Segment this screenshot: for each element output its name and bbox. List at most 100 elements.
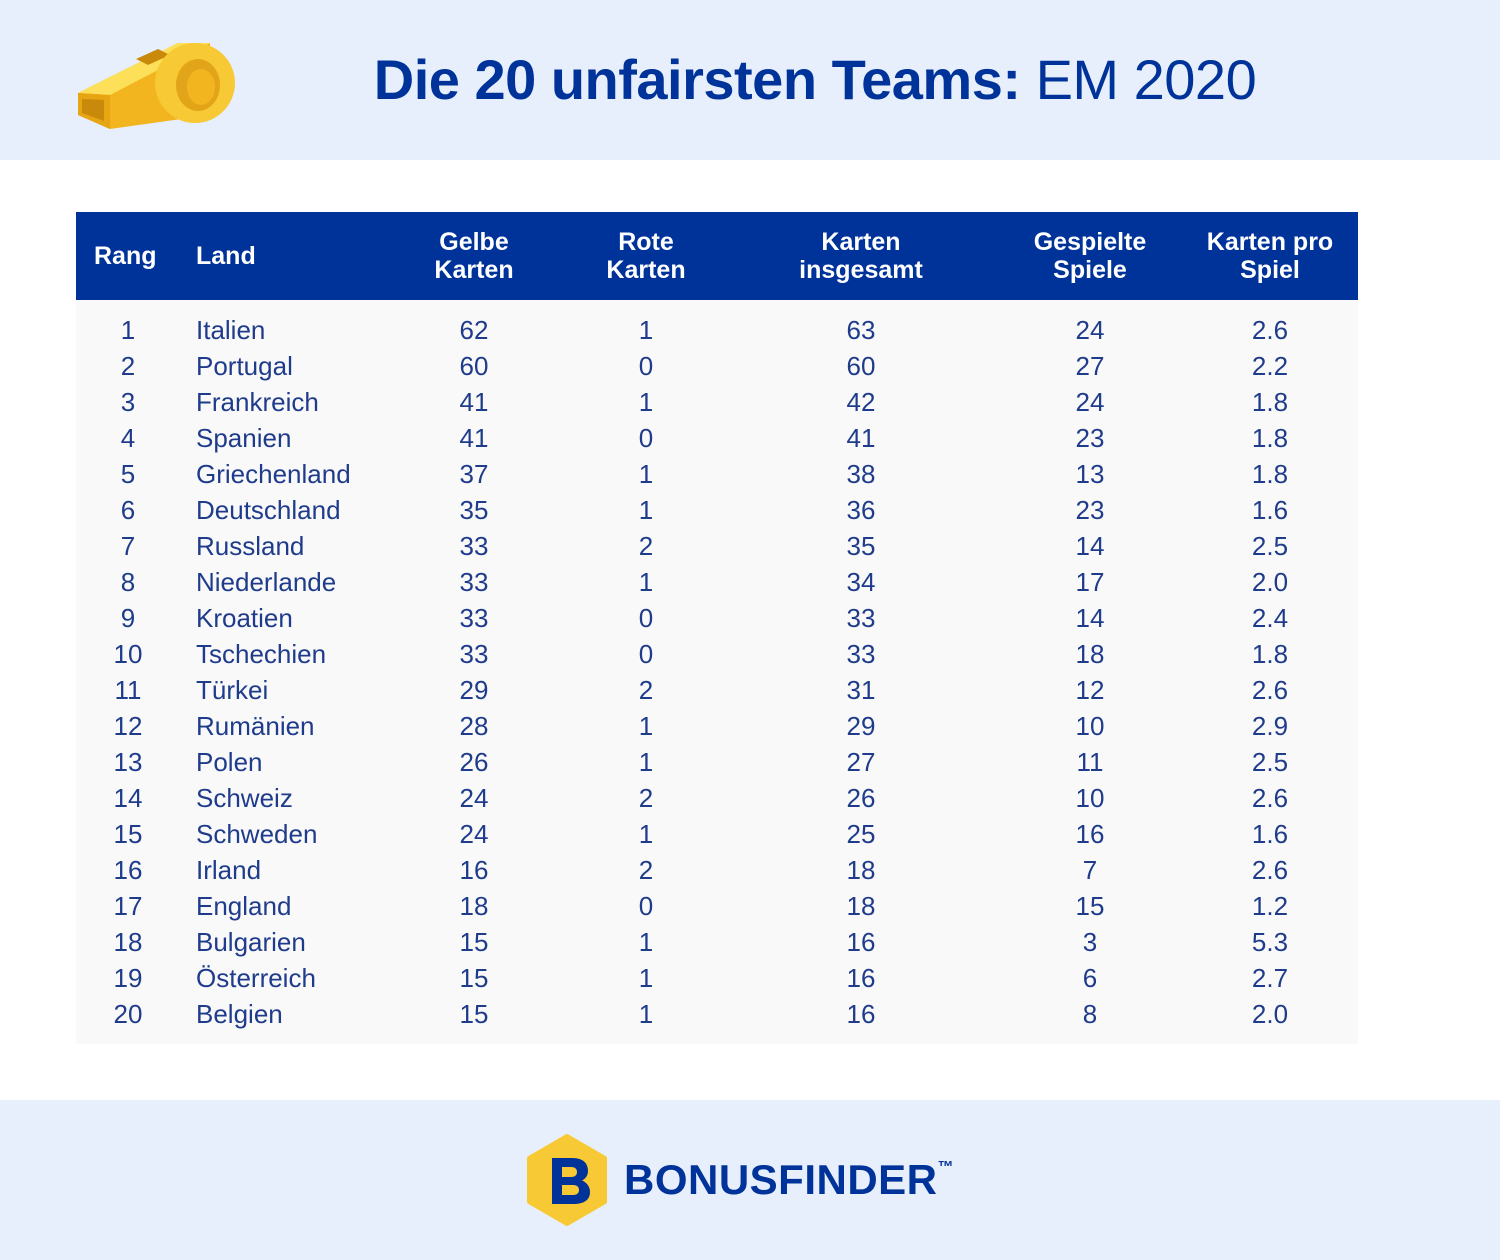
ranking-table: Rang Land Gelbe Karten Rote Karten Karte… — [76, 212, 1358, 1044]
cell-karten-pro-spiel: 2.4 — [1251, 603, 1289, 633]
cell-karten-insgesamt: 27 — [846, 747, 876, 777]
cell-karten-pro-spiel: 2.6 — [1251, 855, 1289, 885]
cell-karten-pro-spiel: 2.6 — [1251, 315, 1289, 345]
cell-karten-pro-spiel: 1.8 — [1251, 459, 1289, 489]
cell-gelbe-karten: 18 — [459, 891, 489, 921]
column-header-gelbe-karten: Gelbe Karten — [434, 228, 514, 284]
cell-land: Österreich — [196, 963, 316, 993]
cell-rote-karten: 2 — [638, 783, 654, 813]
cell-rote-karten: 2 — [638, 675, 654, 705]
table-row: 20 Belgien 15 1 16 8 2.0 — [76, 996, 1358, 1032]
cell-rang: 16 — [113, 855, 143, 885]
cell-gespielte-spiele: 16 — [1075, 819, 1105, 849]
cell-gelbe-karten: 60 — [459, 351, 489, 381]
cell-gelbe-karten: 15 — [459, 963, 489, 993]
cell-gelbe-karten: 26 — [459, 747, 489, 777]
cell-karten-insgesamt: 35 — [846, 531, 876, 561]
cell-karten-insgesamt: 34 — [846, 567, 876, 597]
cell-gespielte-spiele: 27 — [1075, 351, 1105, 381]
footer-banner: BONUSFINDER™ — [0, 1100, 1500, 1260]
cell-rang: 8 — [120, 567, 136, 597]
cell-karten-pro-spiel: 2.0 — [1251, 567, 1289, 597]
brand-text: BONUSFINDER — [624, 1156, 938, 1203]
cell-gespielte-spiele: 6 — [1082, 963, 1098, 993]
cell-rote-karten: 1 — [638, 819, 654, 849]
cell-rote-karten: 1 — [638, 999, 654, 1029]
table-row: 15 Schweden 24 1 25 16 1.6 — [76, 816, 1358, 852]
header-banner: Die 20 unfairsten Teams: EM 2020 — [0, 0, 1500, 160]
cell-karten-pro-spiel: 1.8 — [1251, 639, 1289, 669]
cell-karten-pro-spiel: 2.6 — [1251, 783, 1289, 813]
column-header-rote-karten: Rote Karten — [606, 228, 686, 284]
cell-gelbe-karten: 41 — [459, 423, 489, 453]
whistle-icon — [78, 43, 235, 129]
cell-land: Irland — [196, 855, 262, 885]
cell-rang: 13 — [113, 747, 143, 777]
cell-gelbe-karten: 33 — [459, 639, 489, 669]
cell-land: Tschechien — [196, 639, 327, 669]
cell-rang: 12 — [113, 711, 143, 741]
cell-gespielte-spiele: 10 — [1075, 783, 1105, 813]
cell-rang: 20 — [113, 999, 143, 1029]
cell-land: Deutschland — [196, 495, 341, 525]
cell-land: Polen — [196, 747, 263, 777]
cell-karten-pro-spiel: 2.0 — [1251, 999, 1289, 1029]
cell-rote-karten: 2 — [638, 855, 654, 885]
cell-gelbe-karten: 15 — [459, 927, 489, 957]
cell-rang: 11 — [114, 675, 142, 705]
cell-karten-pro-spiel: 1.6 — [1251, 495, 1289, 525]
table-row: 5 Griechenland 37 1 38 13 1.8 — [76, 456, 1358, 492]
page-title: Die 20 unfairsten Teams: EM 2020 — [0, 46, 1500, 114]
cell-gespielte-spiele: 23 — [1075, 423, 1105, 453]
cell-land: Schweiz — [196, 783, 293, 813]
cell-rang: 2 — [120, 351, 136, 381]
cell-gelbe-karten: 35 — [459, 495, 489, 525]
title-bold: Die 20 unfairsten Teams: — [373, 48, 1021, 111]
cell-gespielte-spiele: 10 — [1075, 711, 1105, 741]
cell-land: Rumänien — [196, 711, 315, 741]
cell-land: Belgien — [196, 999, 283, 1029]
cell-karten-insgesamt: 38 — [846, 459, 876, 489]
cell-gespielte-spiele: 12 — [1075, 675, 1105, 705]
table-row: 10 Tschechien 33 0 33 18 1.8 — [76, 636, 1358, 672]
cell-gelbe-karten: 41 — [459, 387, 489, 417]
cell-karten-insgesamt: 26 — [846, 783, 876, 813]
column-header-gespielte-spiele: Gespielte Spiele — [1033, 228, 1147, 284]
cell-karten-pro-spiel: 2.9 — [1251, 711, 1289, 741]
cell-gelbe-karten: 24 — [459, 783, 489, 813]
table-row: 4 Spanien 41 0 41 23 1.8 — [76, 420, 1358, 456]
bonusfinder-logo-icon — [527, 1134, 607, 1226]
table-row: 11 Türkei 29 2 31 12 2.6 — [76, 672, 1358, 708]
title-light: EM 2020 — [1035, 48, 1257, 111]
column-header-karten-insgesamt: Karten insgesamt — [799, 228, 923, 284]
cell-land: Griechenland — [196, 459, 351, 489]
cell-land: Bulgarien — [196, 927, 306, 957]
cell-karten-insgesamt: 63 — [846, 315, 876, 345]
table-row: 3 Frankreich 41 1 42 24 1.8 — [76, 384, 1358, 420]
cell-karten-insgesamt: 60 — [846, 351, 876, 381]
trademark: ™ — [937, 1159, 955, 1176]
cell-rote-karten: 1 — [638, 459, 654, 489]
cell-gespielte-spiele: 18 — [1075, 639, 1105, 669]
cell-karten-insgesamt: 41 — [846, 423, 876, 453]
cell-gelbe-karten: 29 — [459, 675, 489, 705]
cell-karten-insgesamt: 29 — [846, 711, 876, 741]
cell-karten-insgesamt: 42 — [846, 387, 876, 417]
cell-land: Portugal — [196, 351, 293, 381]
cell-karten-insgesamt: 16 — [846, 963, 876, 993]
table-row: 8 Niederlande 33 1 34 17 2.0 — [76, 564, 1358, 600]
cell-gelbe-karten: 62 — [459, 315, 489, 345]
table-row: 9 Kroatien 33 0 33 14 2.4 — [76, 600, 1358, 636]
cell-gespielte-spiele: 15 — [1075, 891, 1105, 921]
cell-karten-insgesamt: 33 — [846, 639, 876, 669]
cell-land: Niederlande — [196, 567, 337, 597]
cell-rang: 15 — [113, 819, 143, 849]
cell-karten-pro-spiel: 2.5 — [1251, 747, 1289, 777]
cell-land: Kroatien — [196, 603, 293, 633]
cell-rote-karten: 1 — [638, 495, 654, 525]
cell-rote-karten: 0 — [638, 639, 654, 669]
table-row: 2 Portugal 60 0 60 27 2.2 — [76, 348, 1358, 384]
cell-gespielte-spiele: 24 — [1075, 387, 1105, 417]
table-row: 16 Irland 16 2 18 7 2.6 — [76, 852, 1358, 888]
cell-rote-karten: 0 — [638, 603, 654, 633]
